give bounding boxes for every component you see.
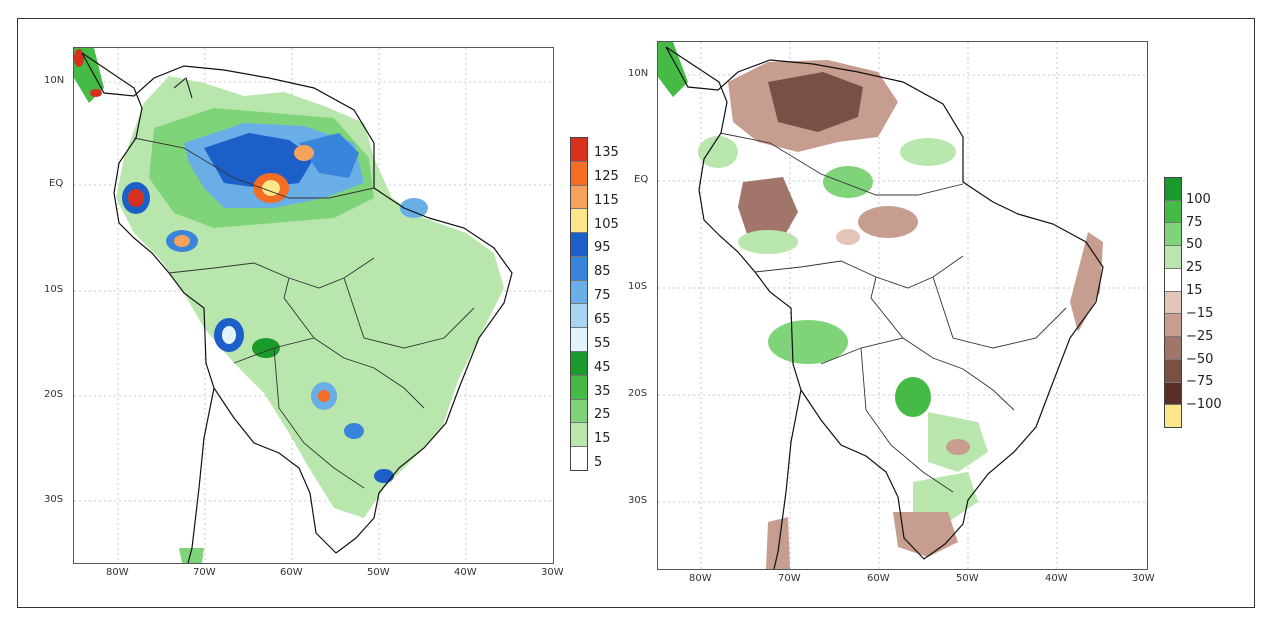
lon-label: 50W <box>956 573 979 584</box>
legend-swatch <box>1165 314 1181 338</box>
lon-label: 70W <box>778 573 801 584</box>
lon-label: 30W <box>1132 573 1155 584</box>
legend-label: 100 <box>1186 191 1211 207</box>
legend-label: 50 <box>1186 237 1203 253</box>
lon-label: 50W <box>367 567 390 578</box>
legend-swatch <box>571 328 587 353</box>
lon-label: 40W <box>1045 573 1068 584</box>
lat-label: 10S <box>628 281 648 292</box>
lat-label: 30S <box>44 494 64 505</box>
legend-label: 75 <box>1186 214 1203 230</box>
lon-label: 80W <box>106 567 129 578</box>
lat-label: EQ <box>49 178 64 189</box>
legend-label: 15 <box>1186 283 1203 299</box>
legend-label: 125 <box>594 168 619 184</box>
legend-swatch <box>571 138 587 162</box>
legend-swatch <box>571 161 587 186</box>
lon-label: 40W <box>454 567 477 578</box>
legend-swatch <box>1165 178 1181 201</box>
legend-label: 5 <box>594 455 603 471</box>
lat-label: 10S <box>44 284 64 295</box>
legend-label: −50 <box>1186 351 1214 367</box>
legend-label: 35 <box>594 383 611 399</box>
legend-label: 95 <box>594 240 611 256</box>
legend-swatch <box>571 423 587 448</box>
lon-label: 70W <box>193 567 216 578</box>
legend-swatch <box>1165 246 1181 269</box>
legend-swatch <box>1165 200 1181 224</box>
legend-label: 85 <box>594 264 611 280</box>
legend-label: 135 <box>594 144 619 160</box>
legend-label: −15 <box>1186 305 1214 321</box>
legend-label: 105 <box>594 216 619 232</box>
legend-label: 45 <box>594 359 611 375</box>
lat-label: 30S <box>628 495 648 506</box>
legend-swatch <box>1165 405 1181 428</box>
precipitation-map-left <box>73 47 554 564</box>
lat-label: EQ <box>634 174 649 185</box>
lat-label: 20S <box>628 388 648 399</box>
legend-colorbar-right <box>1164 177 1182 428</box>
legend-swatch <box>1165 223 1181 247</box>
legend-swatch <box>571 304 587 329</box>
legend-swatch <box>1165 337 1181 360</box>
legend-label: 25 <box>1186 260 1203 276</box>
legend-swatch <box>1165 268 1181 292</box>
legend-swatch <box>571 375 587 400</box>
legend-label: 65 <box>594 311 611 327</box>
coastline-right <box>665 46 1104 560</box>
figure-frame <box>17 18 1255 608</box>
legend-swatch <box>1165 359 1181 383</box>
lat-label: 10N <box>44 75 65 86</box>
lon-label: 60W <box>280 567 303 578</box>
precipitation-map-right <box>657 41 1148 570</box>
legend-label: 25 <box>594 407 611 423</box>
legend-colorbar-left <box>570 137 588 471</box>
legend-swatch <box>571 233 587 257</box>
legend-swatch <box>571 447 587 470</box>
legend-label: −75 <box>1186 374 1214 390</box>
lat-label: 20S <box>44 389 64 400</box>
legend-swatch <box>571 256 587 281</box>
legend-swatch <box>1165 291 1181 315</box>
coastline-left <box>81 52 513 554</box>
legend-swatch <box>1165 382 1181 406</box>
legend-swatch <box>571 399 587 424</box>
lon-label: 80W <box>689 573 712 584</box>
legend-label: 75 <box>594 288 611 304</box>
legend-swatch <box>571 209 587 234</box>
legend-swatch <box>571 352 587 376</box>
legend-label: −100 <box>1186 397 1222 413</box>
legend-swatch <box>571 185 587 210</box>
legend-label: −25 <box>1186 328 1214 344</box>
lon-label: 60W <box>867 573 890 584</box>
precip-anomaly-fill-right <box>658 42 1103 569</box>
legend-label: 115 <box>594 192 619 208</box>
map-right-canvas <box>658 42 1147 569</box>
legend-label: 55 <box>594 335 611 351</box>
lon-label: 30W <box>541 567 564 578</box>
legend-swatch <box>571 280 587 305</box>
map-left-canvas <box>74 48 553 563</box>
legend-label: 15 <box>594 431 611 447</box>
lat-label: 10N <box>628 68 649 79</box>
